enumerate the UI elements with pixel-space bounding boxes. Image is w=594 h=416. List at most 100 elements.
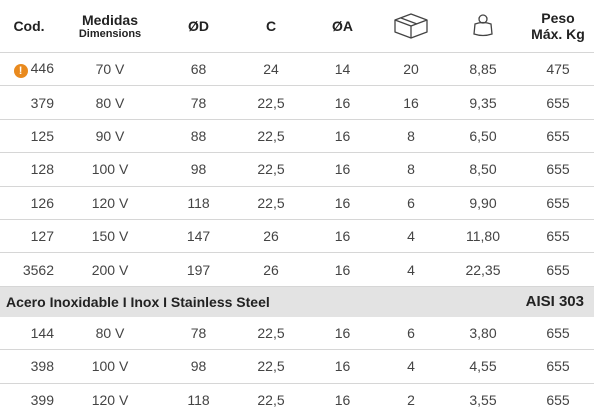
- cell-peso: 655: [522, 119, 594, 154]
- cell-peso: 655: [522, 252, 594, 287]
- table-row: 127 150 V 147 26 16 4 11,80 655: [0, 219, 594, 254]
- cell-c: 22,5: [235, 152, 307, 187]
- cell-oa: 14: [307, 52, 378, 87]
- cell-peso: 655: [546, 391, 570, 408]
- table-row: 379 80 V 78 22,5 16 16 9,35 655: [0, 85, 594, 120]
- cell-cod: 128: [0, 152, 58, 187]
- header-weight: [444, 0, 522, 53]
- table-row: 398 100 V 98 22,5 16 4 4,55 655: [0, 349, 594, 384]
- cell-od: 118: [187, 391, 210, 408]
- cell-od: 68: [162, 52, 235, 87]
- cell-weight: 11,80: [444, 219, 522, 254]
- cell-oa: 16: [307, 119, 378, 154]
- cell-medidas: 100 V: [58, 152, 162, 187]
- cell-c: 22,5: [235, 349, 307, 384]
- cell-cod: 398: [0, 349, 58, 384]
- cell-c: 22,5: [235, 119, 307, 154]
- cell-weight: 8,85: [444, 52, 522, 87]
- section-header-row: Acero Inoxidable I Inox I Stainless Stee…: [0, 286, 594, 317]
- cell-cod: 126: [0, 186, 58, 220]
- cell-od: 88: [162, 119, 235, 154]
- header-oa: ØA: [332, 18, 353, 34]
- product-spec-table-page: Cod. Medidas Dimensions ØD C ØA: [0, 10, 594, 408]
- cell-c: 22,5: [257, 391, 285, 408]
- header-peso: Peso Máx. Kg: [522, 0, 594, 53]
- cell-peso: 655: [522, 186, 594, 220]
- cell-od: 118: [162, 186, 235, 220]
- cell-box: 16: [378, 85, 444, 120]
- header-peso-label: Peso: [541, 10, 575, 26]
- cell-medidas: 120 V: [58, 186, 162, 220]
- cell-medidas: 120 V: [91, 391, 129, 408]
- cell-c: 22,5: [235, 85, 307, 120]
- header-max-kg-label: Máx. Kg: [531, 26, 585, 42]
- table-row: 3562 200 V 197 26 16 4 22,35 655: [0, 252, 594, 287]
- cell-cod: 379: [0, 85, 58, 120]
- cell-box: 8: [378, 119, 444, 154]
- header-od: ØD: [188, 18, 209, 34]
- warning-icon: !: [13, 64, 28, 79]
- cell-weight: 6,50: [444, 119, 522, 154]
- cell-medidas: 150 V: [58, 219, 162, 254]
- cell-medidas: 80 V: [58, 316, 162, 351]
- cell-od: 147: [162, 219, 235, 254]
- cell-cod: 127: [0, 219, 58, 254]
- cell-oa: 16: [307, 152, 378, 187]
- cell-od: 98: [162, 349, 235, 384]
- cell-medidas: 90 V: [58, 119, 162, 154]
- table-header: Cod. Medidas Dimensions ØD C ØA: [0, 0, 594, 53]
- cod-value: 446: [30, 60, 54, 77]
- cell-cod: 3562: [0, 252, 58, 287]
- cell-weight: 9,90: [444, 186, 522, 220]
- cell-weight: 9,35: [444, 85, 522, 120]
- cell-box: 6: [378, 316, 444, 351]
- table-row: 126 120 V 118 22,5 16 6 9,90 655: [0, 186, 594, 220]
- cell-cod: 125: [0, 119, 58, 154]
- header-c: C: [265, 18, 277, 34]
- cell-box: 4: [378, 219, 444, 254]
- cell-box: 6: [378, 186, 444, 220]
- cell-medidas: 100 V: [58, 349, 162, 384]
- cell-peso: 655: [522, 316, 594, 351]
- header-dimensions-label: Dimensions: [78, 27, 142, 40]
- cell-weight: 22,35: [444, 252, 522, 287]
- box-icon: [391, 10, 431, 43]
- table-row: ! 446 70 V 68 24 14 20 8,85 475: [0, 52, 594, 87]
- header-box: [378, 0, 444, 53]
- cell-cod: 399: [30, 391, 54, 408]
- header-medidas: Medidas Dimensions: [58, 0, 162, 53]
- table-row: 128 100 V 98 22,5 16 8 8,50 655: [0, 152, 594, 187]
- cell-oa: 16: [307, 186, 378, 220]
- cell-od: 98: [162, 152, 235, 187]
- cell-peso: 475: [522, 52, 594, 87]
- table-row: 144 80 V 78 22,5 16 6 3,80 655: [0, 316, 594, 351]
- section-label: Acero Inoxidable I Inox I Stainless Stee…: [0, 286, 444, 317]
- cell-oa: 16: [307, 219, 378, 254]
- cell-c: 22,5: [235, 186, 307, 220]
- cell-weight: 3,80: [444, 316, 522, 351]
- cell-box: 4: [378, 252, 444, 287]
- cell-medidas: 70 V: [58, 52, 162, 87]
- cell-box: 8: [378, 152, 444, 187]
- cell-oa: 16: [307, 85, 378, 120]
- cell-peso: 655: [522, 349, 594, 384]
- cell-peso: 655: [522, 152, 594, 187]
- cell-peso: 655: [522, 219, 594, 254]
- cell-weight: 8,50: [444, 152, 522, 187]
- cell-medidas: 80 V: [58, 85, 162, 120]
- cell-box: 2: [407, 391, 415, 408]
- table-body: ! 446 70 V 68 24 14 20 8,85 475 379 80 V …: [0, 52, 594, 416]
- cell-od: 78: [162, 85, 235, 120]
- cell-peso: 655: [522, 85, 594, 120]
- cell-oa: 16: [334, 391, 351, 408]
- weight-icon: [470, 12, 496, 41]
- table-row: 399 120 V 118 22,5 16 2 3,55 655: [0, 383, 594, 416]
- cell-cod: ! 446: [0, 52, 58, 87]
- cell-oa: 16: [307, 316, 378, 351]
- cell-box: 20: [378, 52, 444, 87]
- cell-medidas: 200 V: [58, 252, 162, 287]
- cell-c: 22,5: [235, 316, 307, 351]
- cell-od: 197: [162, 252, 235, 287]
- cell-weight: 4,55: [444, 349, 522, 384]
